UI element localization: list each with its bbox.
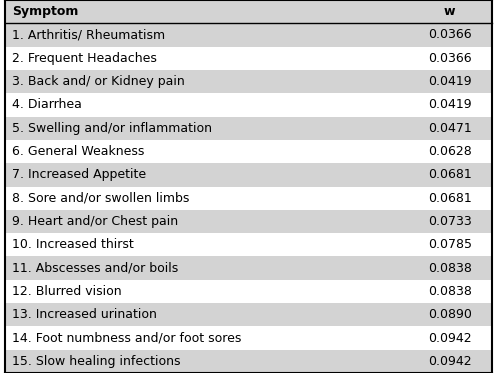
Text: 0.0366: 0.0366 — [428, 28, 472, 41]
Bar — [5, 163, 492, 186]
Bar — [5, 70, 492, 93]
Bar — [5, 23, 492, 47]
Text: Symptom: Symptom — [12, 5, 79, 18]
Text: 2. Frequent Headaches: 2. Frequent Headaches — [12, 52, 157, 65]
Text: 8. Sore and/or swollen limbs: 8. Sore and/or swollen limbs — [12, 192, 190, 205]
Text: 15. Slow healing infections: 15. Slow healing infections — [12, 355, 181, 368]
Text: 0.0471: 0.0471 — [428, 122, 472, 135]
Bar — [5, 350, 492, 373]
Bar — [5, 233, 492, 257]
Text: 0.0942: 0.0942 — [428, 355, 472, 368]
Bar — [5, 116, 492, 140]
Text: 0.0628: 0.0628 — [428, 145, 472, 158]
Text: 0.0419: 0.0419 — [428, 98, 472, 112]
Bar — [5, 47, 492, 70]
Text: 0.0890: 0.0890 — [428, 308, 472, 321]
Bar — [5, 303, 492, 326]
Text: 6. General Weakness: 6. General Weakness — [12, 145, 145, 158]
Text: 14. Foot numbness and/or foot sores: 14. Foot numbness and/or foot sores — [12, 332, 242, 345]
Bar — [5, 93, 492, 116]
Text: 3. Back and/ or Kidney pain: 3. Back and/ or Kidney pain — [12, 75, 185, 88]
Text: 5. Swelling and/or inflammation: 5. Swelling and/or inflammation — [12, 122, 212, 135]
Bar — [5, 210, 492, 233]
Text: 1. Arthritis/ Rheumatism: 1. Arthritis/ Rheumatism — [12, 28, 166, 41]
Bar — [5, 0, 492, 23]
Text: 0.0838: 0.0838 — [428, 285, 472, 298]
Bar — [5, 140, 492, 163]
Text: 4. Diarrhea: 4. Diarrhea — [12, 98, 83, 112]
Text: 12. Blurred vision: 12. Blurred vision — [12, 285, 122, 298]
Text: 13. Increased urination: 13. Increased urination — [12, 308, 157, 321]
Text: 9. Heart and/or Chest pain: 9. Heart and/or Chest pain — [12, 215, 178, 228]
Text: 0.0733: 0.0733 — [428, 215, 472, 228]
Bar — [5, 257, 492, 280]
Text: 0.0419: 0.0419 — [428, 75, 472, 88]
Text: 0.0366: 0.0366 — [428, 52, 472, 65]
Bar — [5, 326, 492, 350]
Text: 0.0681: 0.0681 — [428, 168, 472, 181]
Text: 0.0942: 0.0942 — [428, 332, 472, 345]
Bar — [5, 280, 492, 303]
Text: 0.0681: 0.0681 — [428, 192, 472, 205]
Bar — [5, 186, 492, 210]
Text: 10. Increased thirst: 10. Increased thirst — [12, 238, 134, 251]
Text: 0.0785: 0.0785 — [428, 238, 472, 251]
Text: 11. Abscesses and/or boils: 11. Abscesses and/or boils — [12, 261, 179, 275]
Text: w: w — [444, 5, 456, 18]
Text: 0.0838: 0.0838 — [428, 261, 472, 275]
Text: 7. Increased Appetite: 7. Increased Appetite — [12, 168, 147, 181]
